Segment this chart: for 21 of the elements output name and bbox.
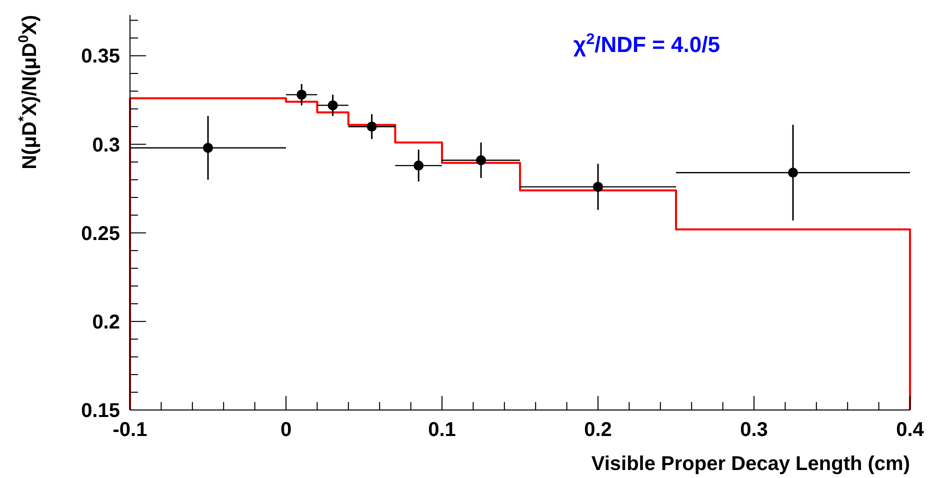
point [788, 168, 798, 178]
y-tick-label: 0.15 [81, 400, 120, 422]
point [414, 160, 424, 171]
x-tick-label: -0.1 [112, 419, 148, 441]
x-tick-label: 0.4 [896, 419, 925, 441]
x-tick-label: 0.2 [584, 419, 612, 441]
x-tick-label: 0.1 [428, 419, 456, 441]
y-tick-label: 0.2 [92, 311, 120, 334]
point [593, 182, 603, 192]
point [203, 142, 213, 153]
point [328, 100, 338, 110]
x-axis-title: Visible Proper Decay Length (cm) [591, 453, 910, 475]
point [366, 122, 377, 132]
point [476, 155, 486, 166]
annotation: χ$^{2}$/NDF = 4.0/5 [573, 30, 720, 57]
y-tick-label: 0.35 [81, 46, 120, 68]
y-tick-label: 0.3 [92, 134, 120, 156]
y-tick-label: 0.25 [81, 222, 120, 245]
x-tick-label: 0 [280, 419, 292, 441]
point [296, 90, 307, 100]
x-tick-label: 0.3 [740, 419, 768, 441]
